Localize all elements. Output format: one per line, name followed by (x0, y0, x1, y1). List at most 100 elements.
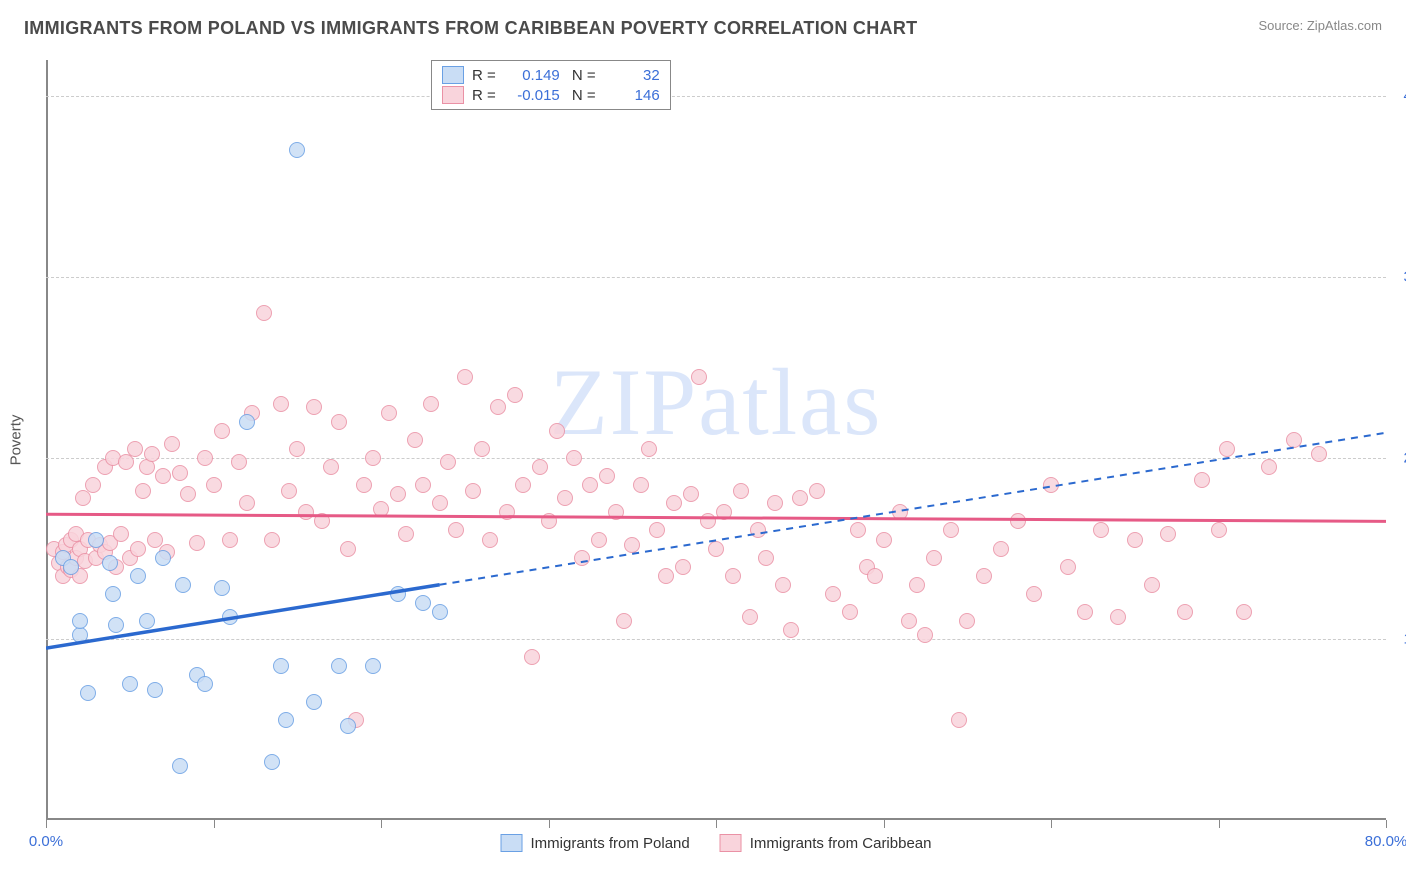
scatter-point (959, 613, 975, 629)
scatter-point (591, 532, 607, 548)
scatter-point (926, 550, 942, 566)
scatter-point (144, 446, 160, 462)
scatter-point (557, 490, 573, 506)
scatter-point (599, 468, 615, 484)
scatter-point (624, 537, 640, 553)
x-tick (1219, 820, 1220, 828)
x-tick (716, 820, 717, 828)
scatter-point (390, 486, 406, 502)
scatter-point (273, 396, 289, 412)
scatter-point (155, 550, 171, 566)
swatch-poland-icon (501, 834, 523, 852)
legend-n-value-poland: 32 (604, 67, 660, 84)
scatter-point (767, 495, 783, 511)
chart-title: IMMIGRANTS FROM POLAND VS IMMIGRANTS FRO… (24, 18, 917, 39)
scatter-point (783, 622, 799, 638)
scatter-point (465, 483, 481, 499)
legend-n-label: N = (568, 87, 596, 104)
scatter-point (113, 526, 129, 542)
scatter-point (658, 568, 674, 584)
scatter-point (180, 486, 196, 502)
scatter-point (1026, 586, 1042, 602)
scatter-point (842, 604, 858, 620)
source-prefix: Source: (1258, 18, 1306, 33)
x-tick (46, 820, 47, 828)
scatter-point (85, 477, 101, 493)
scatter-point (532, 459, 548, 475)
scatter-point (850, 522, 866, 538)
scatter-point (373, 501, 389, 517)
scatter-point (80, 685, 96, 701)
scatter-point (432, 604, 448, 620)
plot-border (46, 60, 1386, 820)
scatter-point (1194, 472, 1210, 488)
scatter-point (331, 658, 347, 674)
scatter-point (105, 586, 121, 602)
scatter-point (616, 613, 632, 629)
scatter-point (256, 305, 272, 321)
legend-n-value-caribbean: 146 (604, 87, 660, 104)
scatter-point (231, 454, 247, 470)
scatter-point (608, 504, 624, 520)
scatter-point (88, 532, 104, 548)
scatter-point (72, 613, 88, 629)
scatter-point (482, 532, 498, 548)
x-tick (884, 820, 885, 828)
scatter-point (809, 483, 825, 499)
scatter-point (189, 535, 205, 551)
source-label: Source: ZipAtlas.com (1258, 18, 1382, 33)
scatter-point (901, 613, 917, 629)
gridline (46, 639, 1386, 640)
scatter-point (390, 586, 406, 602)
x-tick (214, 820, 215, 828)
scatter-point (490, 399, 506, 415)
scatter-point (206, 477, 222, 493)
x-tick (381, 820, 382, 828)
legend-item-caribbean: Immigrants from Caribbean (720, 834, 932, 852)
legend-r-value-caribbean: -0.015 (504, 87, 560, 104)
scatter-point (331, 414, 347, 430)
scatter-point (909, 577, 925, 593)
scatter-point (633, 477, 649, 493)
scatter-point (725, 568, 741, 584)
scatter-point (306, 399, 322, 415)
scatter-point (214, 580, 230, 596)
scatter-point (72, 627, 88, 643)
scatter-point (415, 595, 431, 611)
legend-label-poland: Immigrants from Poland (531, 835, 690, 852)
legend-r-value-poland: 0.149 (504, 67, 560, 84)
scatter-point (549, 423, 565, 439)
scatter-point (1211, 522, 1227, 538)
scatter-point (340, 541, 356, 557)
scatter-point (993, 541, 1009, 557)
scatter-point (122, 676, 138, 692)
scatter-point (306, 694, 322, 710)
scatter-point (1077, 604, 1093, 620)
scatter-point (155, 468, 171, 484)
scatter-point (398, 526, 414, 542)
legend-row-poland: R = 0.149 N = 32 (442, 65, 660, 85)
scatter-point (448, 522, 464, 538)
scatter-point (1286, 432, 1302, 448)
scatter-point (222, 532, 238, 548)
y-axis-label: Poverty (8, 415, 25, 466)
scatter-point (323, 459, 339, 475)
scatter-point (892, 504, 908, 520)
scatter-point (340, 718, 356, 734)
scatter-point (239, 414, 255, 430)
scatter-point (139, 613, 155, 629)
scatter-point (432, 495, 448, 511)
scatter-point (264, 754, 280, 770)
scatter-point (716, 504, 732, 520)
x-tick (549, 820, 550, 828)
scatter-point (1060, 559, 1076, 575)
scatter-point (649, 522, 665, 538)
scatter-point (507, 387, 523, 403)
scatter-point (1093, 522, 1109, 538)
legend-row-caribbean: R = -0.015 N = 146 (442, 85, 660, 105)
scatter-point (130, 541, 146, 557)
scatter-point (733, 483, 749, 499)
scatter-point (1177, 604, 1193, 620)
scatter-point (278, 712, 294, 728)
scatter-point (541, 513, 557, 529)
